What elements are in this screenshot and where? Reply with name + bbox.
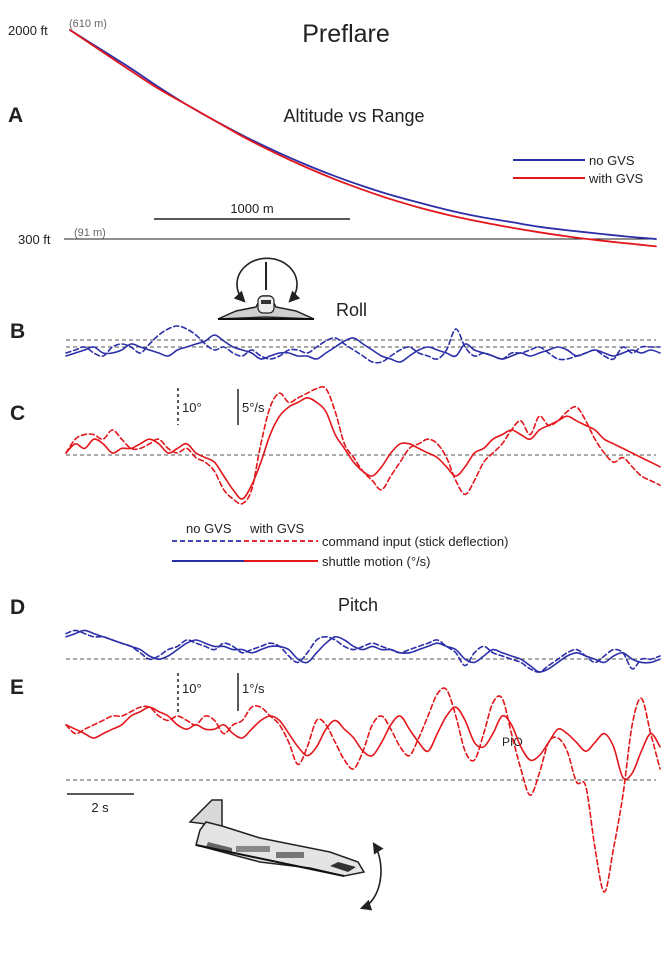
pitch-no-gvs-panel [65, 629, 661, 673]
panel-d-command-line [65, 629, 661, 673]
panel-e-command-line [65, 687, 661, 893]
altitude-line-no-gvs [69, 29, 657, 240]
shuttle-side-view-icon [188, 799, 366, 877]
panel-e-rate-label: 1°/s [242, 681, 265, 696]
roll-with-gvs-panel: 10° 5°/s [65, 385, 661, 505]
roll-arrow-icon [233, 257, 301, 303]
shuttle-front-view-icon [217, 262, 315, 320]
panel-e-deg-label: 10° [182, 681, 202, 696]
legend-a-no-gvs-label: no GVS [589, 153, 635, 168]
panel-b-motion-line [65, 334, 661, 363]
legend-a-with-gvs-label: with GVS [588, 171, 644, 186]
panel-c-deg-label: 10° [182, 400, 202, 415]
altitude-range-panel: Altitude vs Range 2000 ft (610 m) 300 ft… [8, 18, 657, 248]
panel-e-motion-line [65, 706, 661, 781]
pitch-arrow-icon [359, 842, 384, 911]
panel-letter-d: D [10, 596, 25, 619]
panel-a-title: Altitude vs Range [283, 106, 424, 126]
legend-header-no-gvs: no GVS [186, 521, 232, 536]
figure-title: Preflare [302, 20, 390, 48]
legend-header-with-gvs: with GVS [249, 521, 305, 536]
panel-c-motion-line [65, 397, 661, 500]
roll-no-gvs-panel [65, 325, 661, 364]
panel-c-command-line [65, 385, 661, 505]
pitch-title: Pitch [338, 595, 378, 615]
panel-letter-a: A [8, 104, 23, 127]
panel-letter-b: B [10, 320, 25, 343]
panel-letter-e: E [10, 676, 24, 699]
roll-title: Roll [336, 300, 367, 320]
panel-c-rate-label: 5°/s [242, 400, 265, 415]
range-scale-label: 1000 m [230, 201, 273, 216]
mid-legend: no GVS with GVS command input (stick def… [172, 521, 508, 569]
panel-b-command-line [65, 325, 661, 364]
time-scale-label: 2 s [91, 800, 109, 815]
y-bottom-label: 300 ft [18, 232, 51, 247]
y-top-metric: (610 m) [69, 18, 107, 30]
y-top-label: 2000 ft [8, 23, 48, 38]
altitude-line-with-gvs [69, 29, 657, 248]
legend-command-label: command input (stick deflection) [322, 534, 508, 549]
y-bottom-metric: (91 m) [74, 227, 106, 239]
pitch-with-gvs-panel: 10° 1°/s 2 s PIO [65, 673, 661, 893]
legend-motion-label: shuttle motion (°/s) [322, 554, 431, 569]
panel-letter-c: C [10, 402, 25, 425]
panel-d-motion-line [65, 629, 661, 673]
